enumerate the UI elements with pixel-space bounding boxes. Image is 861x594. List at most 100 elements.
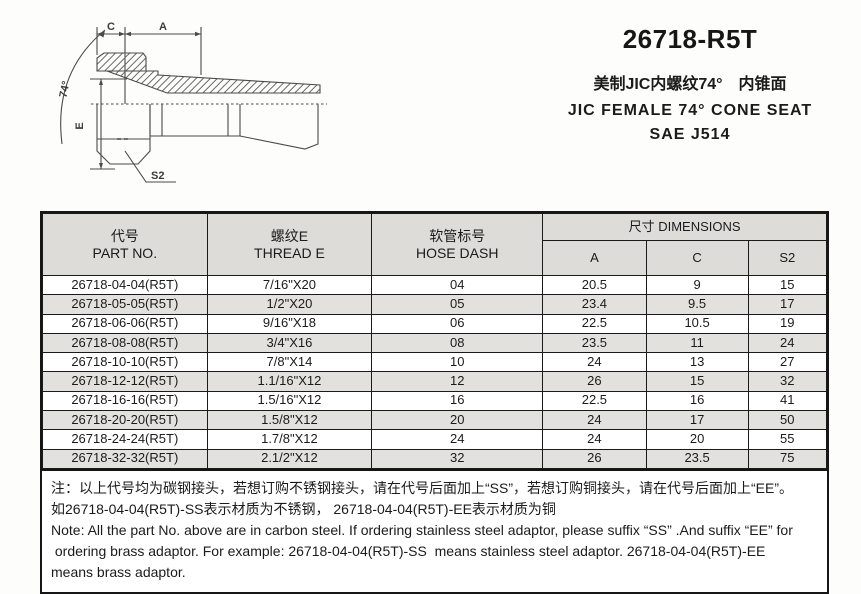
header-hose-dash: 软管标号 HOSE DASH [371, 213, 544, 276]
table-row: 26718-16-16(R5T) 1.5/16"X12 16 22.5 16 41 [42, 390, 828, 412]
cell-part-no: 26718-04-04(R5T) [42, 274, 208, 296]
cell-hose-dash: 24 [371, 429, 544, 450]
header-hose-dash-en: HOSE DASH [415, 244, 499, 261]
cell-part-no: 26718-05-05(R5T) [42, 294, 208, 315]
header-hose-dash-zh: 软管标号 [429, 228, 486, 245]
cell-hose-dash: 32 [371, 448, 544, 469]
title-block: 26718-R5T 美制JIC内螺纹74° 内锥面 JIC FEMALE 74°… [544, 24, 836, 144]
cell-hose-dash: 04 [371, 274, 544, 296]
footnote-line-en-2: ordering brass adaptor. For example: 267… [51, 542, 766, 559]
cell-dim-c: 10.5 [645, 313, 749, 334]
table-row: 26718-12-12(R5T) 1.1/16"X12 12 26 15 32 [42, 371, 828, 392]
cell-hose-dash: 05 [371, 294, 544, 315]
table-row: 26718-04-04(R5T) 7/16"X20 04 20.5 9 15 [42, 274, 828, 296]
cell-dim-s2: 32 [747, 371, 828, 392]
hex-nut-outline [96, 104, 151, 165]
table-row: 26718-24-24(R5T) 1.7/8"X12 24 24 20 55 [42, 429, 828, 450]
nut-section [96, 52, 147, 72]
cell-dim-c: 13 [645, 352, 749, 373]
cell-dim-s2: 19 [747, 313, 828, 334]
cell-part-no: 26718-08-08(R5T) [42, 332, 208, 354]
cell-dim-s2: 17 [747, 294, 828, 315]
subtitle-chinese: 美制JIC内螺纹74° 内锥面 [593, 76, 787, 93]
table-row: 26718-05-05(R5T) 1/2"X20 05 23.4 9.5 17 [42, 294, 828, 315]
cell-dim-s2: 75 [747, 448, 828, 469]
cell-part-no: 26718-32-32(R5T) [42, 448, 208, 469]
cell-dim-c: 23.5 [645, 448, 749, 469]
header-dim-s2: S2 [747, 240, 828, 276]
cell-thread: 3/4"X16 [206, 332, 373, 354]
header-thread-en: THREAD E [254, 244, 325, 261]
cell-part-no: 26718-24-24(R5T) [42, 429, 208, 450]
cell-dim-s2: 50 [747, 410, 828, 431]
cell-thread: 7/16"X20 [206, 274, 373, 296]
header-thread-zh: 螺纹E [270, 228, 309, 245]
cell-dim-s2: 41 [747, 390, 828, 412]
cone-angle-arc [60, 29, 106, 145]
fitting-technical-drawing: C A E 74° S2 [57, 21, 327, 183]
table-row: 26718-20-20(R5T) 1.5/8"X12 20 24 17 50 [42, 410, 828, 431]
header-part-no: 代号 PART NO. [42, 213, 208, 276]
cell-dim-c: 20 [645, 429, 749, 450]
cone-angle-label: 74° [57, 80, 72, 99]
cell-hose-dash: 10 [371, 352, 544, 373]
cell-hose-dash: 08 [371, 332, 544, 354]
cell-thread: 1.1/16"X12 [206, 371, 373, 392]
cell-dim-a: 22.5 [542, 390, 647, 412]
cell-thread: 7/8"X14 [206, 352, 373, 373]
cell-dim-a: 20.5 [542, 274, 647, 296]
cell-dim-a: 26 [542, 448, 647, 469]
footnote-line-zh-1: 注：以上代号均为碳钢接头，若想订购不锈钢接头，请在代号后面加上“SS”，若想订购… [51, 479, 793, 496]
cell-thread: 1.7/8"X12 [206, 429, 373, 450]
cell-thread: 1/2"X20 [206, 294, 373, 315]
spec-table: 代号 PART NO. 螺纹E THREAD E 软管标号 HOSE DASH … [42, 213, 828, 469]
dim-e-label: E [74, 122, 86, 129]
cell-dim-s2: 24 [747, 332, 828, 354]
standard-reference: SAE J514 [649, 126, 731, 143]
header-part-no-en: PART NO. [92, 244, 158, 261]
cell-dim-a: 23.5 [542, 332, 647, 354]
dim-a-label: A [159, 21, 167, 33]
stem-section [106, 70, 321, 94]
cell-thread: 9/16"X18 [206, 313, 373, 334]
table-row: 26718-10-10(R5T) 7/8"X14 10 24 13 27 [42, 352, 828, 373]
cell-hose-dash: 16 [371, 390, 544, 412]
cell-dim-c: 16 [645, 390, 749, 412]
cell-part-no: 26718-12-12(R5T) [42, 371, 208, 392]
cell-hose-dash: 20 [371, 410, 544, 431]
cell-part-no: 26718-16-16(R5T) [42, 390, 208, 412]
cell-thread: 1.5/8"X12 [206, 410, 373, 431]
header-part-no-zh: 代号 [110, 228, 139, 245]
spec-table-container: 代号 PART NO. 螺纹E THREAD E 软管标号 HOSE DASH … [40, 211, 829, 594]
stem-outline [149, 104, 163, 137]
cell-dim-a: 22.5 [542, 313, 647, 334]
cell-part-no: 26718-20-20(R5T) [42, 410, 208, 431]
header-dim-c: C [645, 240, 749, 276]
cell-part-no: 26718-10-10(R5T) [42, 352, 208, 373]
header-dimensions-group: 尺寸 DIMENSIONS [542, 213, 827, 241]
footnote-line-en-1: Note: All the part No. above are in carb… [51, 521, 793, 538]
cell-dim-a: 26 [542, 371, 647, 392]
cell-dim-c: 17 [645, 410, 749, 431]
table-row: 26718-08-08(R5T) 3/4"X16 08 23.5 11 24 [42, 332, 828, 354]
cell-dim-c: 9.5 [645, 294, 749, 315]
cell-dim-s2: 27 [747, 352, 828, 373]
footnote-line-en-3: means brass adaptor. [51, 563, 186, 580]
header-dim-a: A [542, 240, 647, 276]
page-title-part-number: 26718-R5T [622, 24, 758, 54]
cell-dim-a: 24 [542, 429, 647, 450]
cell-thread: 2.1/2"X12 [206, 448, 373, 469]
cell-thread: 1.5/16"X12 [206, 390, 373, 412]
s2-leader-line [124, 150, 176, 183]
footnote-line-zh-2: 如26718-04-04(R5T)-SS表示材质为不锈钢， 26718-04-0… [51, 500, 556, 517]
cell-hose-dash: 12 [371, 371, 544, 392]
cell-dim-c: 11 [645, 332, 749, 354]
table-row: 26718-32-32(R5T) 2.1/2"X12 32 26 23.5 75 [42, 448, 828, 469]
header-thread: 螺纹E THREAD E [206, 213, 373, 276]
cell-dim-c: 15 [645, 371, 749, 392]
hex-size-label: S2 [151, 170, 164, 182]
cell-dim-s2: 15 [747, 274, 828, 296]
subtitle-english: JIC FEMALE 74° CONE SEAT [567, 102, 813, 119]
footnote: 注：以上代号均为碳钢接头，若想订购不锈钢接头，请在代号后面加上“SS”，若想订购… [42, 468, 827, 592]
cell-part-no: 26718-06-06(R5T) [42, 313, 208, 334]
